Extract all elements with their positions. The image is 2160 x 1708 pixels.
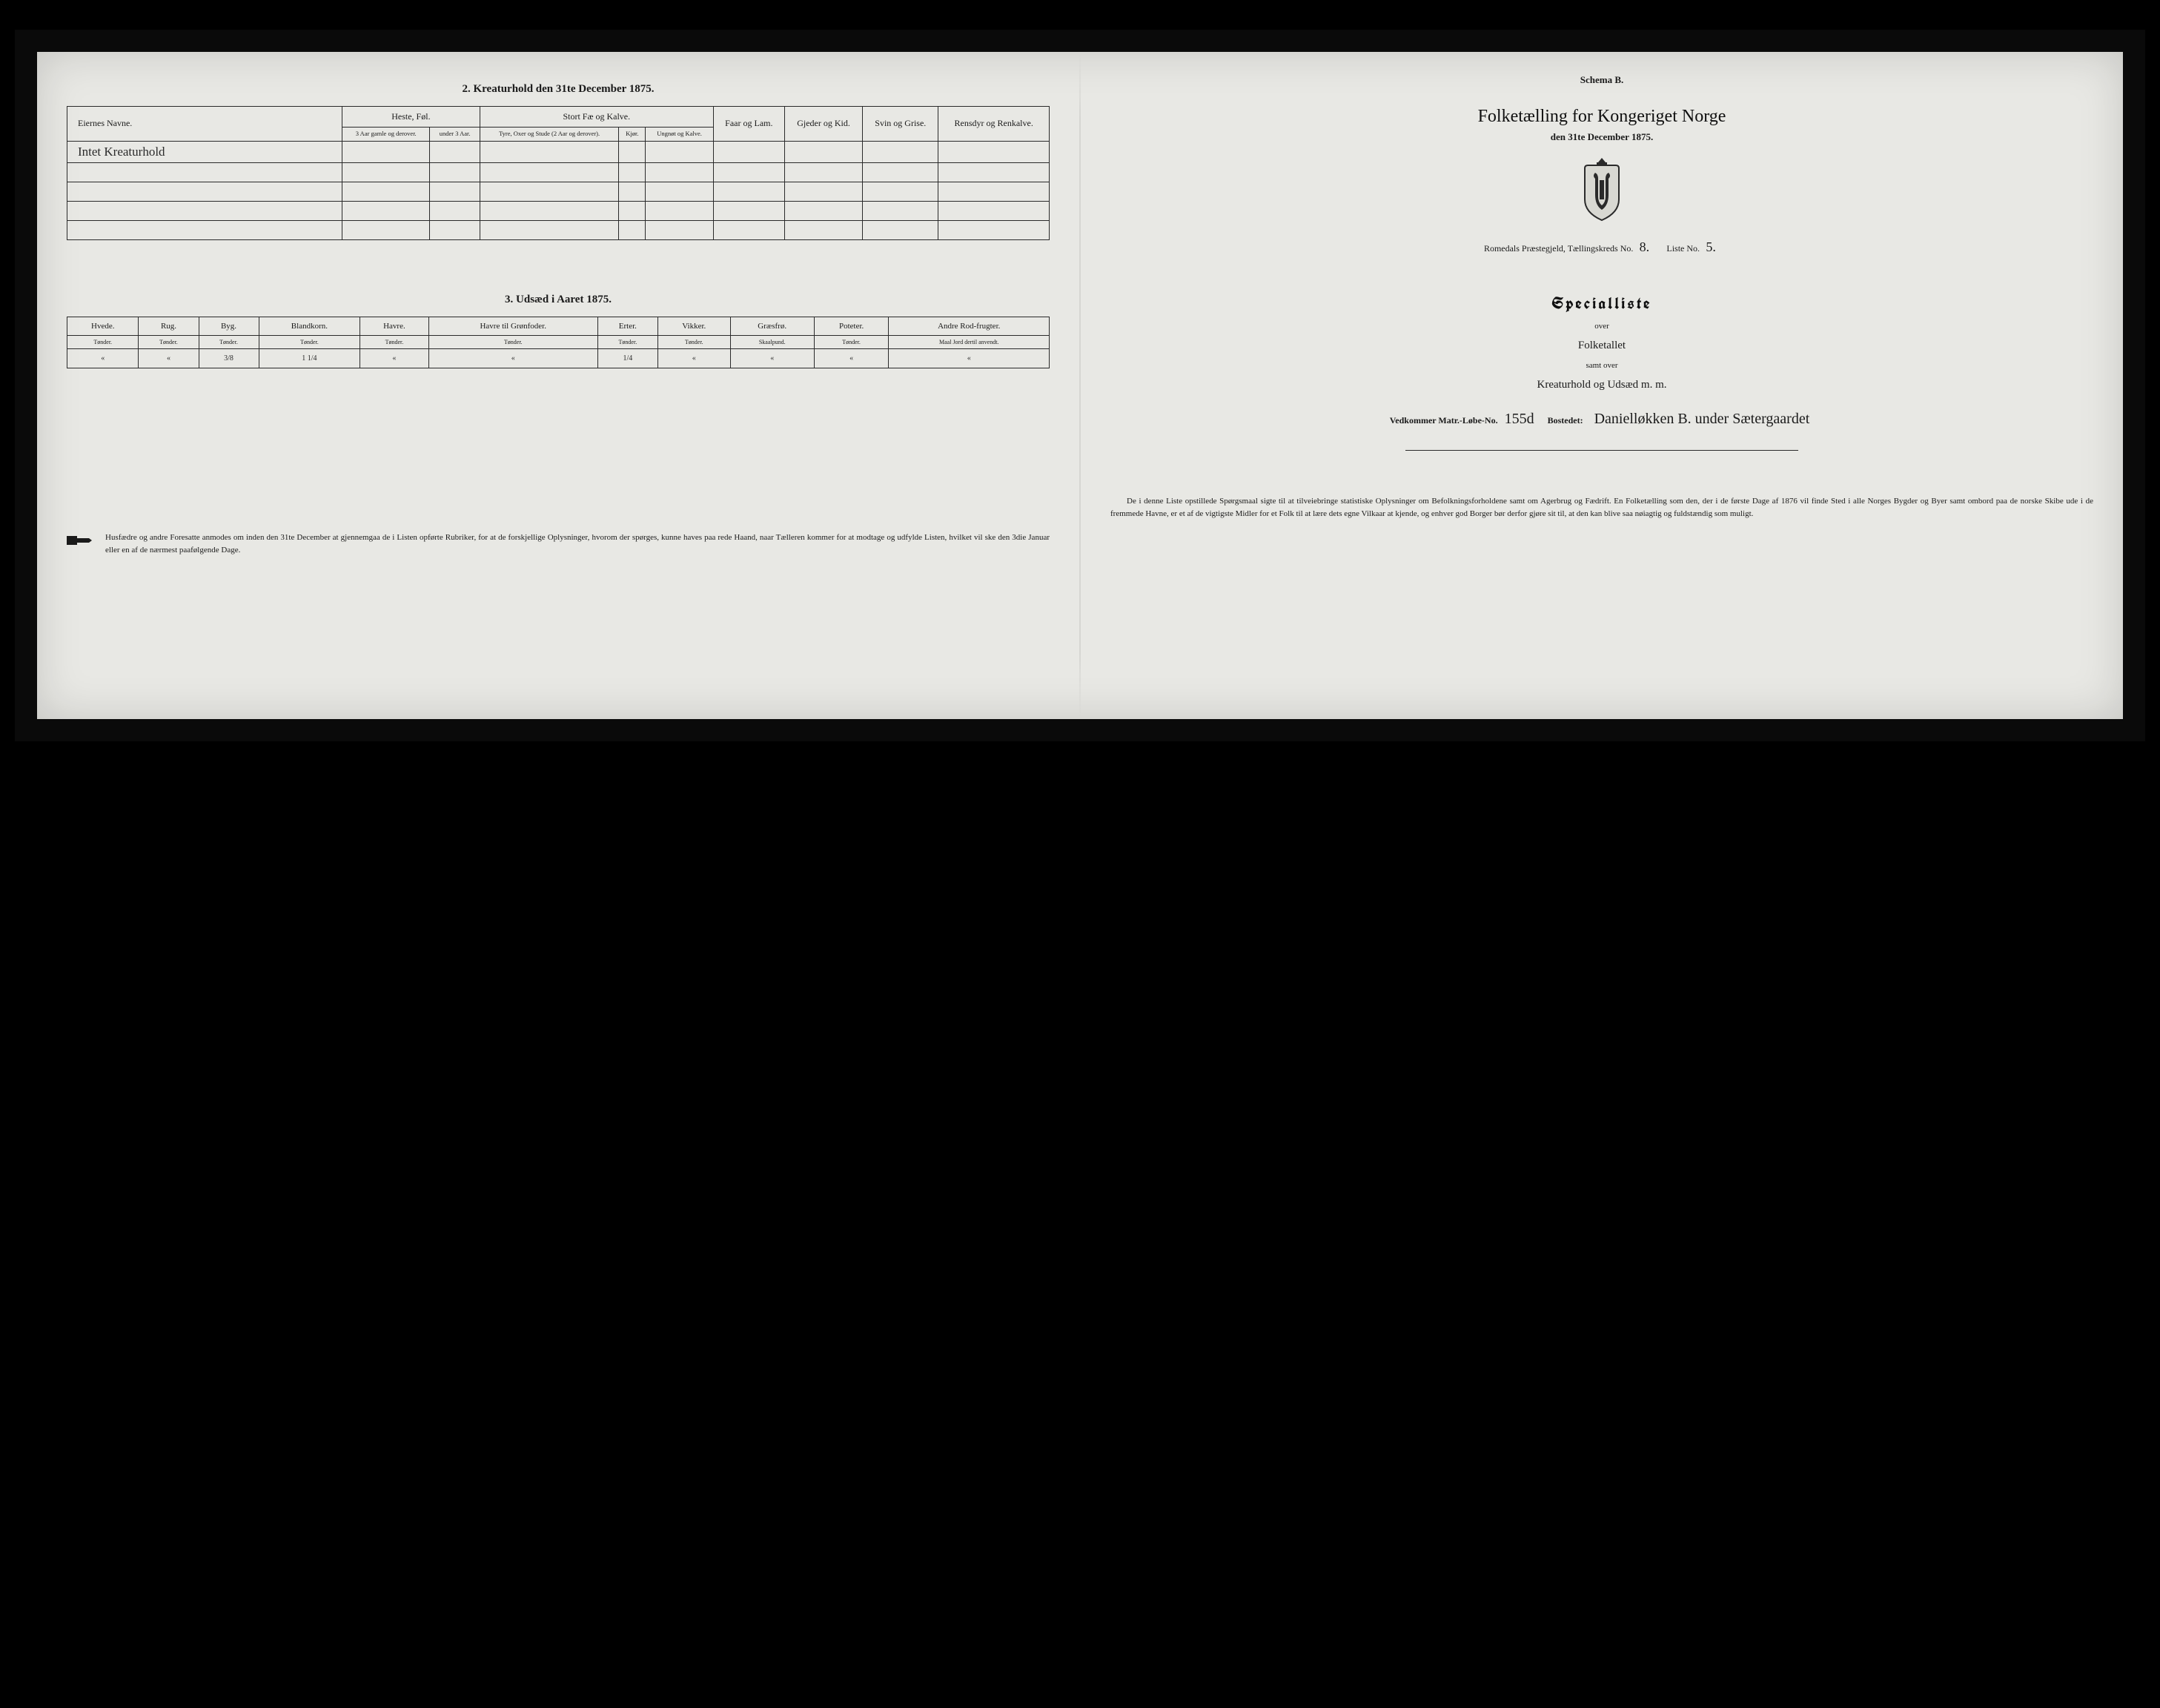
main-title: Folketælling for Kongeriget Norge <box>1110 107 2093 127</box>
col-group-stortfe: Stort Fæ og Kalve. <box>480 107 713 128</box>
schema-label: Schema B. <box>1110 74 2093 86</box>
sub-heste-1: under 3 Aar. <box>430 128 480 142</box>
folketallet-label: Folketallet <box>1110 340 2093 352</box>
liste-number: 5. <box>1702 239 1720 256</box>
seed-col-8: Græsfrø. <box>730 317 814 335</box>
col-faar: Faar og Lam. <box>713 107 784 142</box>
seed-unit-4: Tønder. <box>360 335 428 348</box>
sub-fe-0: Tyre, Oxer og Stude (2 Aar og derover). <box>480 128 619 142</box>
seed-col-3: Blandkorn. <box>259 317 360 335</box>
footer-note-text: Husfædre og andre Foresatte anmodes om i… <box>105 532 1050 557</box>
vedkommer-label: Vedkommer Matr.-Løbe-No. <box>1390 415 1498 426</box>
col-rensdyr: Rensdyr og Renkalve. <box>938 107 1050 142</box>
seed-val-7: « <box>657 348 730 368</box>
seed-val-2: 3/8 <box>199 348 259 368</box>
seed-val-3: 1 1/4 <box>259 348 360 368</box>
seed-val-8: « <box>730 348 814 368</box>
col-group-heste: Heste, Føl. <box>342 107 480 128</box>
seed-unit-8: Skaalpund. <box>730 335 814 348</box>
kreaturhold-label: Kreaturhold og Udsæd m. m. <box>1110 379 2093 391</box>
seed-col-0: Hvede. <box>67 317 139 335</box>
sub-heste-0: 3 Aar gamle og derover. <box>342 128 430 142</box>
table-row <box>67 162 1050 182</box>
vedkommer-line: Vedkommer Matr.-Løbe-No. 155d Bostedet: … <box>1110 411 2093 428</box>
sub-fe-1: Kjør. <box>619 128 646 142</box>
seed-val-5: « <box>428 348 597 368</box>
seed-val-10: « <box>889 348 1050 368</box>
table-row <box>67 201 1050 220</box>
seed-unit-row: Tønder. Tønder. Tønder. Tønder. Tønder. … <box>67 335 1050 348</box>
right-page: Schema B. Folketælling for Kongeriget No… <box>1081 52 2123 719</box>
seed-col-5: Havre til Grønfoder. <box>428 317 597 335</box>
bostedet-label: Bostedet: <box>1548 415 1583 426</box>
seed-unit-3: Tønder. <box>259 335 360 348</box>
seed-unit-1: Tønder. <box>139 335 199 348</box>
seed-col-6: Erter. <box>597 317 657 335</box>
table-row: Intet Kreaturhold <box>67 141 1050 162</box>
specialliste-title: Specialliste <box>1110 293 2093 314</box>
coat-of-arms-icon <box>1576 158 1628 222</box>
seed-data-row: « « 3/8 1 1/4 « « 1/4 « « « « <box>67 348 1050 368</box>
seed-col-10: Andre Rod-frugter. <box>889 317 1050 335</box>
matr-number: 155d <box>1505 411 1534 428</box>
parish-prefix: Romedals Præstegjeld, Tællingskreds No. <box>1484 243 1633 254</box>
liste-label: Liste No. <box>1666 243 1700 254</box>
document-spread: 2. Kreaturhold den 31te December 1875. E… <box>37 52 2123 719</box>
seed-col-7: Vikker. <box>657 317 730 335</box>
seed-val-1: « <box>139 348 199 368</box>
samt-label: samt over <box>1110 361 2093 370</box>
seed-col-1: Rug. <box>139 317 199 335</box>
seed-col-4: Havre. <box>360 317 428 335</box>
main-subtitle: den 31te December 1875. <box>1110 131 2093 143</box>
left-page: 2. Kreaturhold den 31te December 1875. E… <box>37 52 1079 719</box>
over-label: over <box>1110 322 2093 331</box>
ornament-rule <box>1405 450 1798 451</box>
seed-unit-7: Tønder. <box>657 335 730 348</box>
table-row <box>67 220 1050 239</box>
seed-table: Hvede. Rug. Byg. Blandkorn. Havre. Havre… <box>67 317 1050 368</box>
kreds-number: 8. <box>1635 239 1653 256</box>
pointing-hand-icon <box>67 533 93 548</box>
seed-unit-9: Tønder. <box>814 335 889 348</box>
parish-line: Romedals Præstegjeld, Tællingskreds No. … <box>1110 239 2093 256</box>
seed-val-9: « <box>814 348 889 368</box>
seed-col-2: Byg. <box>199 317 259 335</box>
seed-unit-0: Tønder. <box>67 335 139 348</box>
seed-col-9: Poteter. <box>814 317 889 335</box>
seed-val-4: « <box>360 348 428 368</box>
section-2-title: 2. Kreaturhold den 31te December 1875. <box>67 83 1050 96</box>
seed-val-0: « <box>67 348 139 368</box>
seed-unit-6: Tønder. <box>597 335 657 348</box>
table-row <box>67 182 1050 201</box>
footer-note-block: Husfædre og andre Foresatte anmodes om i… <box>67 532 1050 557</box>
seed-unit-5: Tønder. <box>428 335 597 348</box>
seed-header-row: Hvede. Rug. Byg. Blandkorn. Havre. Havre… <box>67 317 1050 335</box>
sub-fe-2: Ungnøt og Kalve. <box>646 128 713 142</box>
seed-val-6: 1/4 <box>597 348 657 368</box>
scan-frame: 2. Kreaturhold den 31te December 1875. E… <box>15 30 2145 741</box>
owner-cell: Intet Kreaturhold <box>67 141 342 162</box>
owner-header: Eiernes Navne. <box>67 107 342 142</box>
seed-unit-2: Tønder. <box>199 335 259 348</box>
seed-unit-10: Maal Jord dertil anvendt. <box>889 335 1050 348</box>
livestock-table: Eiernes Navne. Heste, Føl. Stort Fæ og K… <box>67 106 1050 240</box>
col-gjeder: Gjeder og Kid. <box>784 107 862 142</box>
footer-paragraph: De i denne Liste opstillede Spørgsmaal s… <box>1110 495 2093 520</box>
bostedet-value: Danielløkken B. under Sætergaardet <box>1594 411 1810 428</box>
col-svin: Svin og Grise. <box>863 107 938 142</box>
section-3-title: 3. Udsæd i Aaret 1875. <box>67 294 1050 306</box>
